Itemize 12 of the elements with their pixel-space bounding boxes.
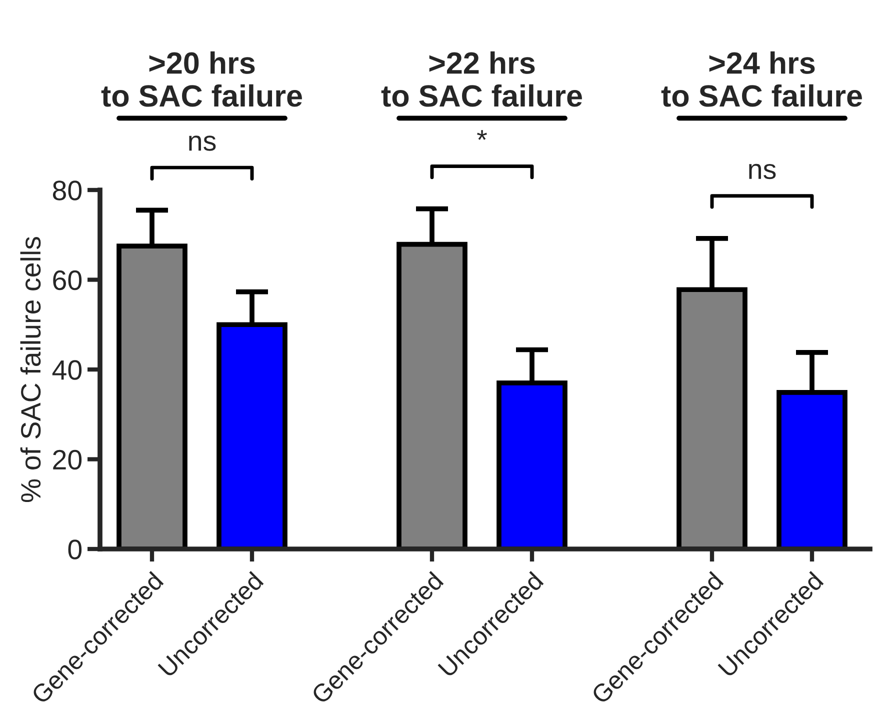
- text: ns: [749, 164, 776, 180]
- y-tick-label: 40: [52, 360, 82, 380]
- text: >24 hrs to SAC failure: [661, 51, 862, 107]
- text: >20 hrs to SAC failure: [101, 51, 302, 107]
- text: ns: [189, 136, 216, 151]
- y-tick-label: 80: [52, 180, 82, 200]
- y-tick-label: 60: [53, 270, 82, 290]
- text: >22 hrs to SAC failure: [381, 51, 582, 107]
- text: *: [477, 130, 487, 140]
- y-tick-label: 0: [68, 540, 82, 560]
- y-tick-label: 20: [53, 450, 82, 470]
- y-axis-title: % of SAC failure cells: [20, 236, 41, 502]
